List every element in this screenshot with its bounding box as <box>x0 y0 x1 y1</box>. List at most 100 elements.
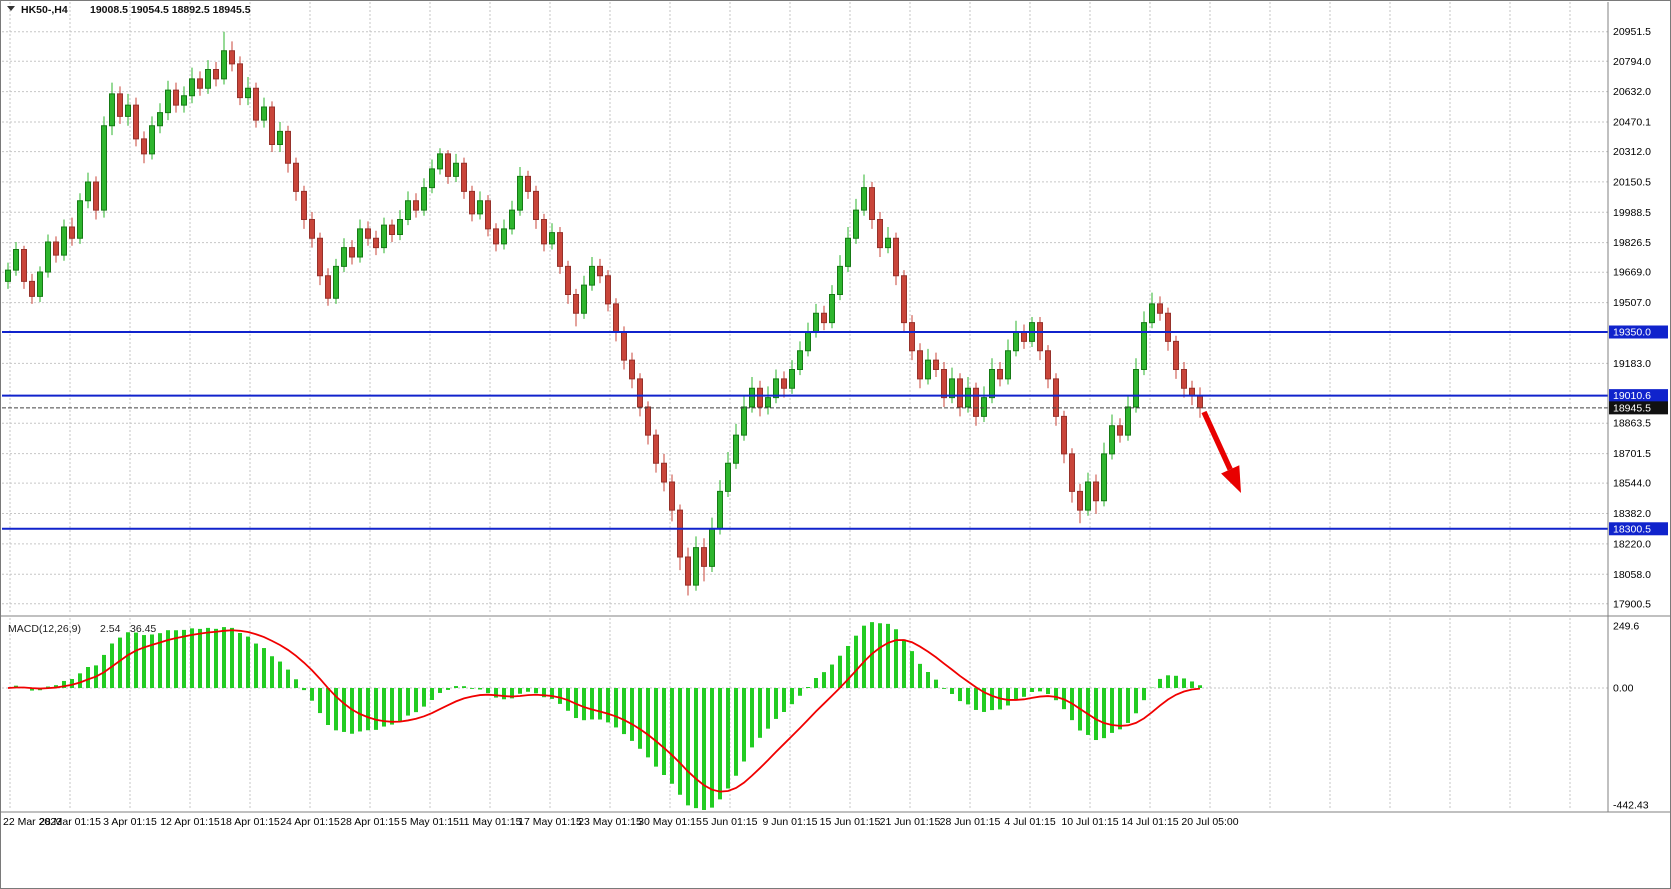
candle <box>541 213 547 252</box>
candle <box>605 270 611 312</box>
candle <box>925 348 931 385</box>
candle <box>1181 362 1187 398</box>
macd-scale[interactable]: 249.6 0.00 -442.43 <box>1613 621 1649 812</box>
candle <box>1045 345 1051 389</box>
candle <box>933 352 939 377</box>
arrow-annotation[interactable] <box>1201 410 1241 493</box>
candle <box>397 210 403 241</box>
price-tick-label: 20951.5 <box>1613 26 1651 38</box>
candle <box>1093 474 1099 514</box>
candle <box>477 191 483 220</box>
candle <box>1173 335 1179 379</box>
macd-tick-label: 0.00 <box>1613 683 1634 695</box>
price-tick-label: 18382.0 <box>1613 508 1651 520</box>
candle <box>1077 483 1083 524</box>
candle <box>317 232 323 286</box>
candle <box>725 452 731 497</box>
candle <box>589 257 595 291</box>
time-tick-label: 22 Mar 2023 <box>3 816 62 828</box>
candle <box>101 116 107 218</box>
svg-text:18300.5: 18300.5 <box>1613 523 1651 535</box>
candle <box>109 82 115 136</box>
candle <box>781 371 787 398</box>
candle <box>789 360 795 394</box>
time-tick-label: 12 Apr 01:15 <box>160 816 220 828</box>
time-tick-label: 30 May 01:15 <box>638 816 702 828</box>
candle <box>557 227 563 274</box>
time-tick-label: 9 Jun 01:15 <box>763 816 818 828</box>
candle <box>653 429 659 473</box>
candle <box>157 103 163 134</box>
candle <box>293 157 299 201</box>
candle <box>973 382 979 426</box>
candle <box>517 167 523 216</box>
candle <box>237 56 243 106</box>
candle <box>381 217 387 254</box>
candle <box>469 185 475 222</box>
candle <box>669 474 675 522</box>
candle <box>373 230 379 256</box>
current-price-badge: 18945.5 <box>1609 401 1668 415</box>
candle <box>61 219 67 261</box>
annotation-layer[interactable] <box>1201 410 1241 493</box>
candle <box>165 80 171 121</box>
candle <box>829 285 835 329</box>
svg-text:18945.5: 18945.5 <box>1613 402 1651 414</box>
price-tick-label: 18058.0 <box>1613 569 1651 581</box>
candle <box>117 86 123 124</box>
chart-menu-icon[interactable] <box>7 6 15 11</box>
candle <box>981 386 987 422</box>
price-tick-label: 20312.0 <box>1613 146 1651 158</box>
candle <box>1109 414 1115 460</box>
candle <box>685 547 691 596</box>
candle <box>1037 317 1043 361</box>
candle <box>333 258 339 304</box>
candle <box>773 369 779 404</box>
line-price-badge: 18300.5 <box>1609 522 1668 536</box>
levels-layer[interactable] <box>2 331 1608 530</box>
candle <box>525 170 531 199</box>
candle <box>21 245 27 289</box>
candle <box>325 268 331 306</box>
candle <box>413 193 419 218</box>
price-tick-label: 19183.0 <box>1613 358 1651 370</box>
candle <box>869 182 875 229</box>
candle <box>861 174 867 216</box>
candle <box>125 93 131 126</box>
candle <box>213 62 219 87</box>
candle <box>301 185 307 229</box>
time-tick-label: 4 Jul 01:15 <box>1004 816 1056 828</box>
candle <box>677 504 683 571</box>
candle <box>629 352 635 389</box>
price-scale[interactable]: 20951.5 20794.0 20632.0 20470.1 20312.0 20150… <box>1609 26 1668 610</box>
candle <box>365 221 371 246</box>
price-tick-label: 18863.5 <box>1613 418 1651 430</box>
candle <box>349 240 355 265</box>
candle <box>549 223 555 250</box>
candle <box>229 41 235 72</box>
candle <box>309 212 315 248</box>
candle <box>269 101 275 152</box>
candle <box>565 260 571 304</box>
time-tick-label: 28 Mar 01:15 <box>39 816 101 828</box>
candle <box>461 157 467 199</box>
ohlc-readout: 19008.5 19054.5 18892.5 18945.5 <box>90 4 251 16</box>
price-tick-label: 18220.0 <box>1613 538 1651 550</box>
candle <box>917 343 923 389</box>
time-tick-label: 15 Jun 01:15 <box>820 816 881 828</box>
candle <box>245 77 251 106</box>
candle <box>1165 307 1171 351</box>
candle <box>13 242 19 276</box>
candle <box>285 125 291 173</box>
candle <box>1141 311 1147 376</box>
svg-text:19350.0: 19350.0 <box>1613 327 1651 339</box>
candle <box>1125 395 1131 441</box>
price-tick-label: 19826.5 <box>1613 237 1651 249</box>
candle <box>1005 339 1011 385</box>
time-tick-label: 28 Jun 01:15 <box>940 816 1001 828</box>
candle <box>5 262 11 289</box>
candle <box>1053 373 1059 426</box>
candle <box>357 219 363 263</box>
